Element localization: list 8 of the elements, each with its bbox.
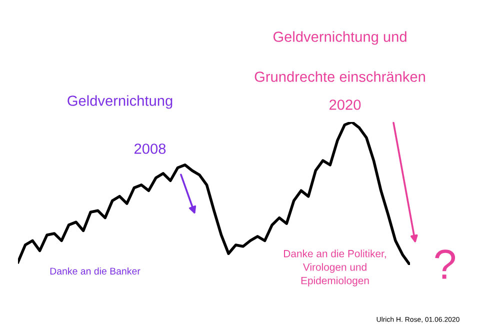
text: Geldvernichtung xyxy=(68,95,172,109)
text: Danke an die Banker xyxy=(50,267,140,275)
text: 2020 xyxy=(330,100,361,110)
text: Grundrechte einschränken xyxy=(254,71,425,82)
annotation: Danke an die Politiker, Virologen und Epidemiologen xyxy=(284,250,386,286)
annotation: 2008 xyxy=(134,144,166,154)
text: ? xyxy=(435,250,456,279)
text: Geldvernichtung und xyxy=(273,31,406,45)
